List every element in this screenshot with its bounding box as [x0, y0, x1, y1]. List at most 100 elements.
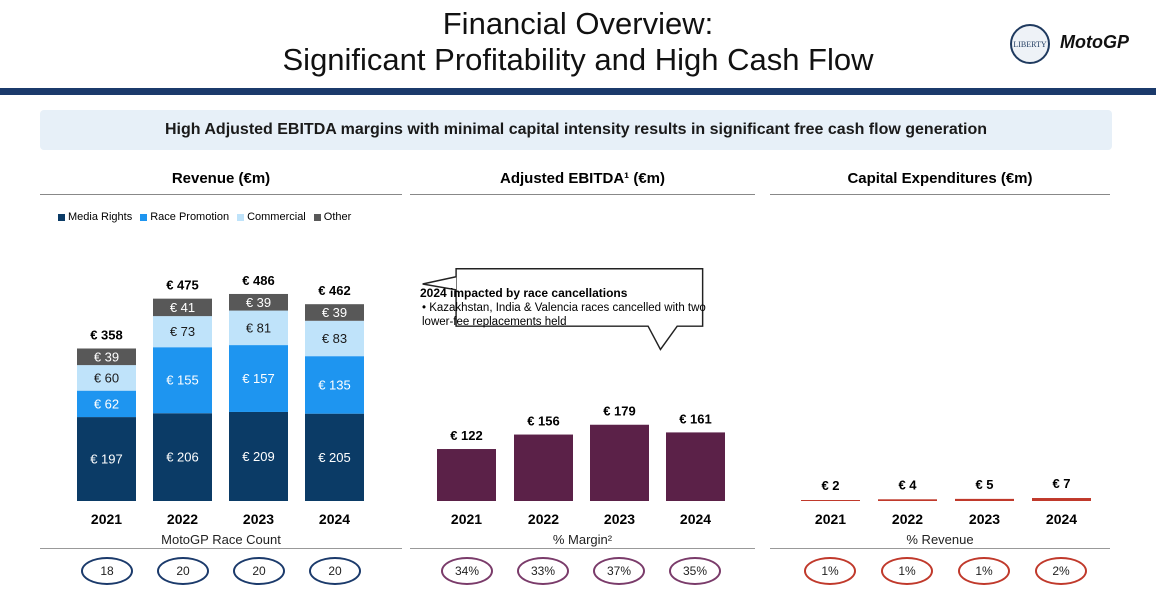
race-count-pill: 20 — [309, 557, 361, 585]
revenue-year-label: 2021 — [91, 511, 122, 527]
revenue-segment-label: € 73 — [170, 324, 195, 339]
revenue-segment-label: € 135 — [318, 377, 351, 392]
ebitda-bar — [514, 434, 573, 501]
ebitda-bar — [590, 424, 649, 501]
revenue-footer-rule — [40, 548, 402, 549]
callout-heading: 2024 impacted by race cancellations — [420, 286, 628, 300]
capex-year-label: 2021 — [815, 511, 846, 527]
capex-bar — [1032, 498, 1091, 501]
revenue-segment-label: € 209 — [242, 449, 275, 464]
callout-bubble — [422, 268, 704, 351]
revenue-segment-label: € 155 — [166, 373, 199, 388]
revenue-bar-other — [153, 298, 212, 317]
slide-title: Financial Overview: Significant Profitab… — [0, 6, 1156, 78]
revenue-segment-label: € 83 — [322, 331, 347, 346]
revenue-bar-media-rights — [229, 411, 288, 501]
legend-item-commercial: Commercial — [237, 211, 306, 223]
title-line-1: Financial Overview: — [442, 6, 714, 41]
margin-pill: 35% — [669, 557, 721, 585]
capex-title-rule — [770, 194, 1110, 195]
revenue-bar-commercial — [153, 316, 212, 348]
revenue-year-label: 2024 — [319, 511, 350, 527]
revenue-bar-race-promotion — [77, 390, 136, 418]
revenue-bar-race-promotion — [153, 347, 212, 414]
ebitda-value-label: € 179 — [603, 404, 636, 419]
capex-bar — [955, 498, 1014, 501]
ebitda-value-label: € 156 — [527, 414, 560, 429]
revenue-title: Revenue (€m) — [171, 170, 271, 187]
headline-banner: High Adjusted EBITDA margins with minima… — [40, 110, 1112, 150]
margin-pill: 34% — [441, 557, 493, 585]
capex-year-label: 2024 — [1046, 511, 1077, 527]
legend-item-race-promotion: Race Promotion — [140, 211, 229, 223]
capex-footer-label: % Revenue — [906, 532, 974, 547]
revenue-legend: Media Rights Race Promotion Commercial O… — [58, 211, 351, 223]
revenue-segment-label: € 81 — [246, 320, 271, 335]
revenue-pct-pill: 2% — [1035, 557, 1087, 585]
revenue-bar-media-rights — [305, 413, 364, 501]
header-rule — [0, 88, 1156, 95]
revenue-segment-label: € 62 — [94, 396, 119, 411]
revenue-title-rule — [40, 194, 402, 195]
legend-item-other: Other — [313, 211, 351, 223]
revenue-total-label: € 462 — [318, 283, 351, 298]
revenue-year-label: 2022 — [167, 511, 198, 527]
ebitda-year-label: 2022 — [528, 511, 559, 527]
revenue-segment-label: € 39 — [322, 305, 347, 320]
ebitda-title: Adjusted EBITDA¹ (€m) — [500, 170, 665, 187]
ebitda-value-label: € 122 — [450, 428, 483, 443]
revenue-total-label: € 358 — [90, 327, 123, 342]
revenue-bar-other — [305, 304, 364, 321]
revenue-bar-commercial — [229, 310, 288, 346]
revenue-bar-other — [229, 293, 288, 311]
revenue-segment-label: € 60 — [94, 370, 119, 385]
revenue-bar-media-rights — [77, 417, 136, 501]
revenue-segment-label: € 39 — [94, 349, 119, 364]
callout-bullet: • Kazakhstan, India & Valencia races can… — [422, 302, 706, 328]
capex-value-label: € 7 — [1052, 476, 1070, 491]
ebitda-value-label: € 161 — [679, 411, 712, 426]
margin-pill: 33% — [517, 557, 569, 585]
capex-bar — [878, 499, 937, 501]
revenue-segment-label: € 157 — [242, 371, 275, 386]
revenue-pct-pill: 1% — [804, 557, 856, 585]
capex-title: Capital Expenditures (€m) — [847, 170, 1033, 187]
revenue-pct-pill: 1% — [881, 557, 933, 585]
revenue-bar-race-promotion — [305, 356, 364, 414]
margin-pill: 37% — [593, 557, 645, 585]
ebitda-footer-label: % Margin² — [552, 532, 613, 547]
ebitda-footer-rule — [410, 548, 755, 549]
capex-value-label: € 2 — [821, 478, 839, 493]
capex-year-label: 2022 — [892, 511, 923, 527]
capex-value-label: € 4 — [898, 477, 917, 492]
race-count-pill: 20 — [233, 557, 285, 585]
capex-value-label: € 5 — [975, 477, 993, 492]
race-count-pill: 20 — [157, 557, 209, 585]
callout-text: 2024 impacted by race cancellations • Ka… — [420, 286, 740, 329]
revenue-bar-race-promotion — [229, 345, 288, 412]
revenue-bar-commercial — [77, 365, 136, 391]
liberty-seal-logo: LIBERTY — [1010, 24, 1050, 64]
title-line-2: Significant Profitability and High Cash … — [282, 42, 874, 77]
capex-footer-rule — [770, 548, 1110, 549]
ebitda-title-rule — [410, 194, 755, 195]
revenue-footer-label: MotoGP Race Count — [161, 532, 281, 547]
revenue-pct-pill: 1% — [958, 557, 1010, 585]
ebitda-year-label: 2023 — [604, 511, 635, 527]
ebitda-bar — [666, 432, 725, 501]
revenue-bar-other — [77, 348, 136, 366]
revenue-bar-commercial — [305, 320, 364, 357]
race-count-pill: 18 — [81, 557, 133, 585]
revenue-total-label: € 475 — [166, 278, 199, 293]
capex-year-label: 2023 — [969, 511, 1000, 527]
legend-item-media-rights: Media Rights — [58, 211, 132, 223]
revenue-bar-media-rights — [153, 413, 212, 501]
revenue-segment-label: € 206 — [166, 450, 199, 465]
revenue-segment-label: € 41 — [170, 300, 195, 315]
revenue-segment-label: € 39 — [246, 295, 271, 310]
ebitda-year-label: 2024 — [680, 511, 711, 527]
revenue-segment-label: € 205 — [318, 450, 351, 465]
motogp-logo: MotoGP — [1060, 32, 1129, 52]
ebitda-year-label: 2021 — [451, 511, 482, 527]
